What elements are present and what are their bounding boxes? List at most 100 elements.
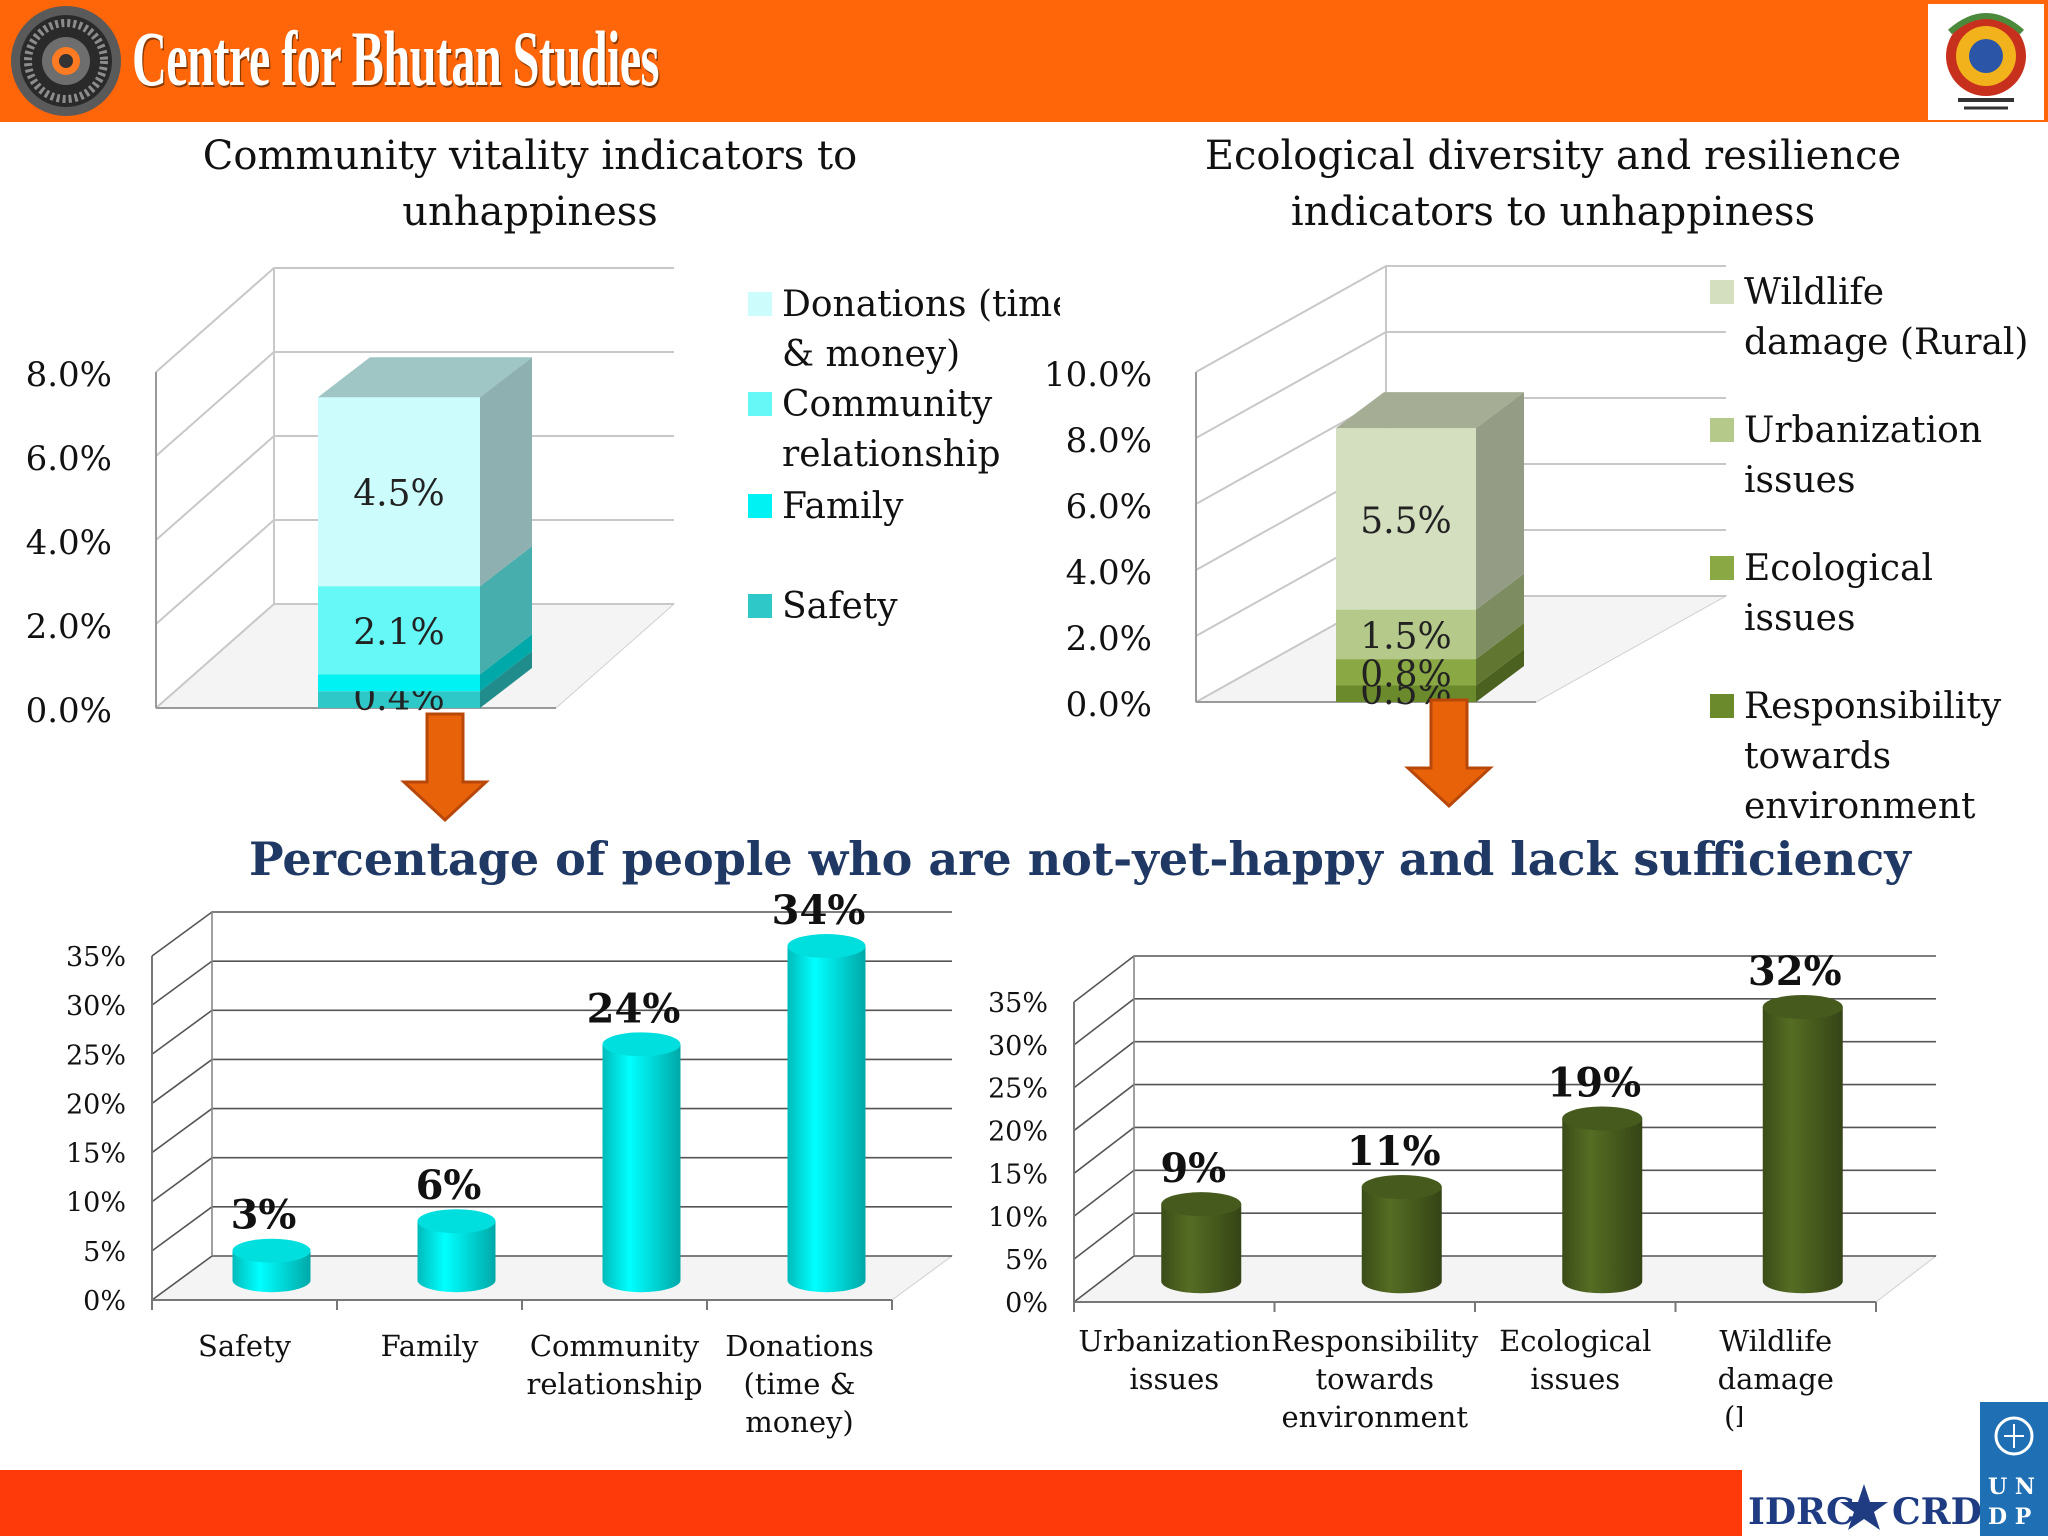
legend-label-2: Family: [782, 486, 904, 527]
legend-swatch-0: [1710, 280, 1734, 304]
y-tick-label: 30%: [990, 1031, 1048, 1062]
down-arrow-right-icon: [1404, 698, 1494, 809]
legend-label-0: Donations (time: [782, 284, 1060, 325]
y-tick-label: 8.0%: [26, 355, 112, 395]
gridline: [155, 267, 674, 373]
data-label-3: 4.5%: [353, 474, 444, 515]
category-label-1: environment: [1282, 1400, 1469, 1434]
category-label-0: issues: [1129, 1362, 1219, 1396]
partner-logos: IDRC CRDI U N D P: [1742, 1402, 2048, 1536]
footer-bar: [0, 1470, 2048, 1536]
legend-label-3: Responsibility: [1744, 686, 2002, 727]
y-tick-label: 30%: [66, 991, 126, 1022]
stack-side-2: [480, 546, 532, 675]
bar-top-1: [1361, 1175, 1442, 1200]
down-arrow-left-icon: [400, 712, 490, 823]
stack-side-3: [1476, 392, 1524, 610]
y-tick-label: 20%: [990, 1117, 1048, 1148]
category-label-1: towards: [1315, 1362, 1434, 1396]
y-tick-label: 6.0%: [1066, 487, 1152, 527]
chart-title-community: Community vitality indicators to unhappi…: [202, 133, 858, 235]
ecological-bar-chart: 0% 5% 10% 15% 20% 25% 30% 35% 9% Urbanization iss…: [990, 948, 1938, 1434]
bar-0: [1161, 1204, 1242, 1294]
category-label-2: Community: [530, 1329, 700, 1363]
header-bar: [0, 0, 2048, 122]
bhutan-emblem-icon: [1928, 4, 2044, 120]
value-label-3: 34%: [772, 890, 866, 934]
y-tick-label: 4.0%: [26, 523, 112, 563]
data-label-3: 5.5%: [1360, 501, 1451, 542]
y-tick-label: 0%: [1005, 1288, 1048, 1319]
legend-label-1: relationship: [782, 434, 1001, 475]
value-label-2: 24%: [587, 985, 681, 1032]
category-label-1: Family: [381, 1329, 479, 1363]
category-label-2: issues: [1530, 1362, 1620, 1396]
bar-top-2: [602, 1032, 681, 1057]
category-label-2: Ecological: [1499, 1324, 1651, 1358]
bar-top-3: [787, 934, 866, 959]
legend-label-0: & money): [782, 334, 960, 375]
category-label-2: relationship: [526, 1367, 702, 1401]
y-tick-label: 35%: [66, 942, 126, 973]
bar-2: [602, 1044, 681, 1293]
legend-label-1: Community: [782, 384, 993, 425]
value-label-3: 32%: [1748, 948, 1842, 995]
category-label-1: Responsibility: [1271, 1324, 1479, 1358]
stack-top: [318, 357, 532, 398]
y-tick-label: 0%: [83, 1286, 126, 1317]
svg-text:D P: D P: [1988, 1504, 2031, 1530]
value-label-1: 11%: [1347, 1128, 1441, 1175]
stack-segment-2: [318, 586, 480, 675]
category-label-0: Safety: [198, 1329, 292, 1363]
category-label-3: (time &: [744, 1367, 856, 1401]
idrc-logo-text: IDRC: [1748, 1491, 1855, 1533]
header-title: Centre for Bhutan Studies: [132, 15, 659, 102]
legend-swatch-1: [1710, 418, 1734, 442]
legend-label-3: environment: [1744, 786, 1976, 827]
stack-side-0: [480, 651, 532, 708]
y-tick-label: 2.0%: [26, 607, 112, 647]
bar-1: [417, 1221, 496, 1293]
value-label-0: 9%: [1160, 1145, 1226, 1192]
legend-label-3: towards: [1744, 736, 1891, 777]
bar-2: [1562, 1118, 1643, 1294]
data-label-2: 2.1%: [353, 612, 444, 653]
category-label-3: money): [745, 1405, 854, 1439]
data-label-2: 1.5%: [1360, 616, 1451, 657]
value-label-1: 6%: [416, 1162, 482, 1209]
legend-label-0: Wildlife: [1744, 272, 1884, 313]
y-tick-label: 5%: [83, 1237, 126, 1268]
y-tick-label: 2.0%: [1066, 619, 1152, 659]
gridline: [1195, 265, 1726, 373]
category-label-0: Urbanization: [1078, 1324, 1270, 1358]
stack-segment-1: [1336, 659, 1476, 686]
y-tick-label: 20%: [66, 1089, 126, 1120]
stack-segment-0: [1336, 685, 1476, 702]
bar-top-2: [1562, 1106, 1643, 1131]
stack-side-1: [1476, 623, 1524, 686]
legend-swatch-3: [748, 594, 772, 618]
stack-side-0: [1476, 649, 1524, 702]
value-label-0: 3%: [231, 1192, 297, 1239]
y-tick-label: 25%: [990, 1074, 1048, 1105]
legend-swatch-2: [748, 494, 772, 518]
stack-segment-3: [1336, 428, 1476, 610]
value-label-2: 19%: [1547, 1059, 1641, 1106]
community-bar-chart: 0% 5% 10% 15% 20% 25% 30% 35% 3% Safety 6% Family 2…: [66, 890, 954, 1439]
y-tick-label: 35%: [990, 988, 1048, 1019]
y-tick-label: 4.0%: [1066, 553, 1152, 593]
category-label-3: Wildlife: [1719, 1324, 1832, 1358]
stack-side-3: [480, 357, 532, 587]
y-tick-label: 6.0%: [26, 439, 112, 479]
chart-title-ecological: Ecological diversity and resilience indi…: [1204, 133, 1902, 235]
stack-segment-2: [1336, 609, 1476, 660]
category-label-3: Donations: [725, 1329, 874, 1363]
data-label-1: 0.8%: [1360, 654, 1451, 695]
legend-swatch-0: [748, 292, 772, 316]
bar-1: [1361, 1187, 1442, 1294]
stack-top: [1336, 392, 1524, 429]
stack-segment-0: [318, 691, 480, 708]
legend-swatch-1: [748, 392, 772, 416]
bar-top-1: [417, 1209, 496, 1234]
y-tick-label: 10.0%: [1044, 355, 1152, 395]
